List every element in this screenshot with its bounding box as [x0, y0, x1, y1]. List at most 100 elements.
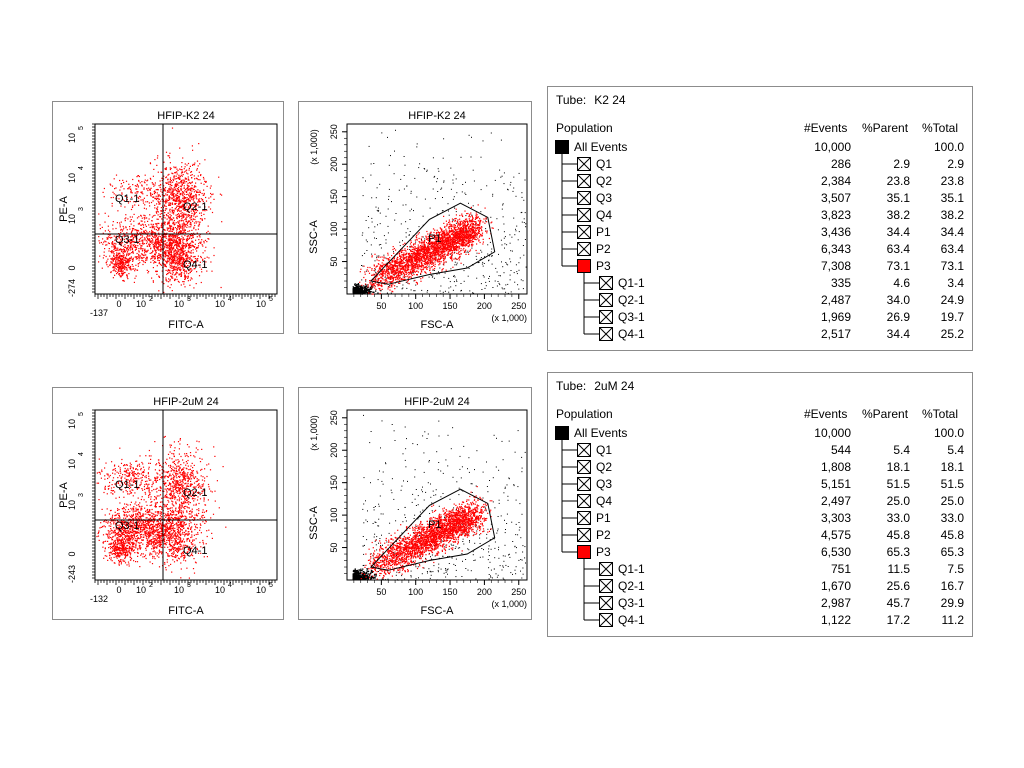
event-point: [121, 265, 123, 267]
event-point: [422, 260, 424, 262]
event-point: [178, 221, 180, 223]
event-point: [170, 180, 172, 182]
event-point: [477, 220, 479, 222]
event-point: [195, 209, 197, 211]
ungated-points: [352, 129, 527, 295]
event-point: [430, 274, 432, 276]
event-point: [147, 235, 149, 237]
event-point: [190, 223, 192, 225]
event-point: [375, 288, 377, 290]
event-point: [175, 239, 177, 242]
event-point: [385, 242, 387, 244]
event-point: [175, 244, 177, 246]
event-point: [126, 276, 128, 278]
event-point: [192, 245, 194, 247]
event-point: [124, 263, 126, 265]
event-point: [189, 236, 191, 238]
event-point: [103, 187, 105, 190]
event-point: [182, 228, 184, 230]
event-point: [158, 262, 160, 265]
event-point: [142, 260, 144, 262]
event-point: [409, 259, 411, 261]
event-point: [171, 193, 173, 196]
event-point: [182, 181, 184, 184]
event-point: [173, 193, 175, 195]
event-point: [415, 255, 417, 258]
event-point: [156, 255, 158, 257]
event-point: [140, 255, 142, 257]
event-point: [143, 214, 145, 216]
event-point: [120, 228, 122, 230]
event-point: [446, 250, 448, 252]
event-point: [193, 186, 195, 188]
event-point: [432, 245, 434, 247]
event-point: [178, 190, 181, 192]
event-point: [185, 266, 187, 268]
event-point: [185, 224, 187, 226]
event-point: [507, 188, 508, 190]
event-point: [122, 270, 124, 272]
event-point: [522, 288, 524, 290]
event-point: [114, 274, 116, 276]
event-point: [164, 204, 166, 206]
event-point: [468, 219, 471, 221]
event-point: [121, 261, 124, 263]
event-point: [154, 182, 156, 184]
event-point: [181, 254, 184, 256]
event-point: [115, 262, 117, 264]
event-point: [138, 216, 140, 218]
event-point: [401, 288, 403, 290]
event-point: [484, 287, 486, 289]
event-point: [449, 240, 451, 242]
event-point: [183, 168, 185, 170]
event-point: [430, 252, 432, 254]
event-point: [492, 287, 494, 288]
event-point: [197, 201, 199, 203]
plot-frame: [346, 123, 528, 295]
event-point: [149, 226, 151, 228]
event-point: [177, 196, 179, 198]
event-point: [191, 245, 193, 247]
event-point: [472, 240, 474, 242]
event-point: [136, 191, 138, 193]
event-point: [163, 201, 165, 203]
event-point: [404, 273, 406, 275]
event-point: [448, 214, 450, 216]
event-point: [152, 246, 155, 248]
event-point: [111, 259, 113, 261]
event-point: [452, 233, 454, 235]
event-point: [190, 205, 192, 207]
event-point: [186, 201, 188, 203]
event-point: [176, 243, 178, 245]
event-point: [491, 255, 493, 257]
event-point: [190, 226, 192, 228]
event-point: [155, 197, 157, 199]
event-point: [136, 258, 138, 260]
event-point: [117, 210, 119, 212]
event-point: [119, 224, 121, 226]
event-point: [117, 247, 119, 249]
event-point: [428, 276, 430, 278]
event-point: [195, 190, 197, 192]
event-point: [403, 188, 405, 190]
event-point: [176, 278, 178, 281]
event-point: [392, 277, 395, 279]
event-point: [358, 288, 360, 290]
event-point: [189, 238, 191, 240]
event-point: [171, 236, 173, 238]
event-point: [471, 223, 473, 225]
event-point: [174, 185, 176, 187]
event-point: [179, 206, 181, 208]
event-point: [169, 238, 171, 240]
event-point: [360, 289, 362, 291]
event-point: [178, 238, 180, 241]
event-point: [205, 246, 207, 248]
event-point: [143, 218, 146, 220]
event-point: [151, 277, 153, 279]
event-point: [192, 234, 194, 236]
event-point: [452, 239, 454, 241]
event-point: [181, 252, 183, 254]
event-point: [446, 244, 448, 246]
event-point: [414, 255, 416, 258]
event-point: [108, 242, 110, 245]
